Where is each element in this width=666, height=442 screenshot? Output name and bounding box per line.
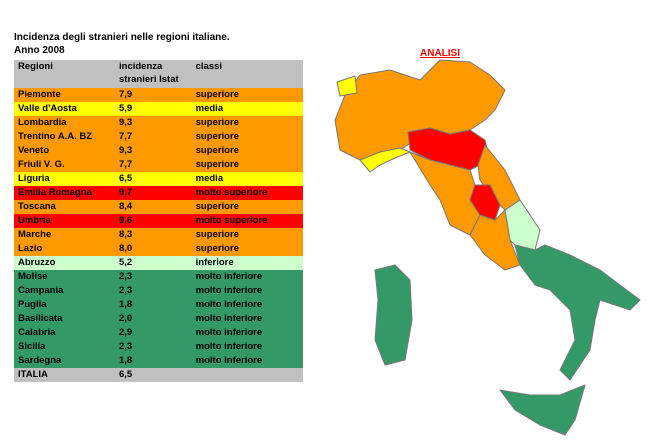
class-label: molto inferiore: [195, 341, 263, 352]
region-name: Basilicata: [18, 313, 63, 324]
table-row: Emilia Romagna 9,7 molto superiore: [14, 186, 303, 200]
incidence-value: 2,3: [119, 285, 133, 296]
incidence-value: 9,3: [119, 145, 133, 156]
table-row: Liguria 6,5 media: [14, 172, 303, 186]
region-name: Campania: [18, 285, 64, 296]
region-name: Liguria: [18, 173, 50, 184]
class-label: molto inferiore: [195, 327, 263, 338]
region-name: Valle d'Aosta: [18, 103, 77, 114]
table-row: Toscana 8,4 superiore: [14, 200, 303, 214]
class-label: inferiore: [195, 257, 234, 268]
table-row: Friuli V. G. 7,7 superiore: [14, 158, 303, 172]
incidence-value: 5,2: [119, 257, 133, 268]
class-label: molto inferiore: [195, 271, 263, 282]
table-row: Molise 2,3 molto inferiore: [14, 270, 303, 284]
class-label: superiore: [195, 145, 239, 156]
table-row: Calabria 2,9 molto inferiore: [14, 326, 303, 340]
incidence-value: 9,3: [119, 117, 133, 128]
region-name: Toscana: [18, 201, 56, 212]
table-row: Valle d'Aosta 5,9 media: [14, 102, 303, 116]
table-row: Lazio 8,0 superiore: [14, 242, 303, 256]
class-label: molto inferiore: [195, 355, 263, 366]
class-label: superiore: [195, 229, 239, 240]
incidence-value: 7,9: [119, 89, 133, 100]
class-label: media: [195, 173, 224, 184]
region-name: Emilia Romagna: [18, 187, 92, 198]
column-header: classi: [195, 61, 223, 72]
incidence-value: 2,9: [119, 327, 133, 338]
class-label: superiore: [195, 243, 239, 254]
region-valle-aosta: [336, 75, 358, 97]
incidence-value: 1,8: [119, 355, 133, 366]
table-row: Campania 2,3 molto inferiore: [14, 284, 303, 298]
table-row: Piemonte 7,9 superiore: [14, 88, 303, 102]
region-name: Calabria: [18, 327, 56, 338]
incidence-value: 7,7: [119, 159, 133, 170]
region-name: Trentino A.A. BZ: [18, 131, 93, 142]
table-row: Umbria 9,6 molto superiore: [14, 214, 303, 228]
incidence-value: 8,0: [119, 243, 133, 254]
column-header: Regioni: [18, 61, 53, 72]
region-name: Molise: [18, 271, 48, 282]
class-label: molto inferiore: [195, 313, 263, 324]
italy-map: ANALISI: [334, 48, 641, 436]
column-header: incidenza stranieri Istat: [119, 61, 179, 85]
region-name: Veneto: [18, 145, 50, 156]
incidence-value: 6,5: [119, 173, 133, 184]
region-name: Lazio: [18, 243, 43, 254]
class-label: media: [195, 103, 224, 114]
header-row: Regioni incidenza stranieri Istat classi: [14, 60, 303, 88]
data-table: Regioni incidenza stranieri Istat classi Pi…: [14, 60, 303, 382]
region-liguria: [359, 147, 411, 173]
table-row: Puglia 1,8 molto inferiore: [14, 298, 303, 312]
class-label: molto superiore: [195, 215, 268, 226]
region-name: Sicilia: [18, 341, 46, 352]
table-row: Abruzzo 5,2 inferiore: [14, 256, 303, 270]
class-label: molto inferiore: [195, 285, 263, 296]
class-label: superiore: [195, 117, 239, 128]
title: Incidenza degli stranieri nelle regioni …: [14, 32, 230, 43]
table-row: Basilicata 2,0 molto inferiore: [14, 312, 303, 326]
class-label: molto inferiore: [195, 299, 263, 310]
region-name: Lombardia: [18, 117, 67, 128]
table-row: Sicilia 2,3 molto inferiore: [14, 340, 303, 354]
region-south: [514, 244, 641, 381]
total-label: ITALIA: [18, 369, 48, 380]
total-value: 6,5: [119, 369, 133, 380]
class-label: superiore: [195, 131, 239, 142]
region-sicilia: [499, 384, 586, 436]
region-name: Marche: [18, 229, 52, 240]
table-row: Lombardia 9,3 superiore: [14, 116, 303, 130]
region-name: Puglia: [18, 299, 47, 310]
incidence-value: 9,6: [119, 215, 133, 226]
incidence-value: 2,3: [119, 271, 133, 282]
class-label: superiore: [195, 89, 239, 100]
incidence-value: 1,8: [119, 299, 133, 310]
incidence-value: 5,9: [119, 103, 133, 114]
region-name: Abruzzo: [18, 257, 56, 268]
incidence-value: 2,3: [119, 341, 133, 352]
region-name: Umbria: [18, 215, 51, 226]
region-name: Sardegna: [18, 355, 62, 366]
table-row: Sardegna 1,8 molto inferiore: [14, 354, 303, 368]
incidence-value: 7,7: [119, 131, 133, 142]
total-empty: [192, 368, 303, 382]
total-row: ITALIA 6,5: [14, 368, 303, 382]
class-label: superiore: [195, 201, 239, 212]
incidence-value: 2,0: [119, 313, 133, 324]
incidence-value: 8,3: [119, 229, 133, 240]
region-sardegna: [374, 264, 413, 366]
incidence-value: 8,4: [119, 201, 133, 212]
table-row: Marche 8,3 superiore: [14, 228, 303, 242]
region-name: Friuli V. G.: [18, 159, 65, 170]
table-row: Veneto 9,3 superiore: [14, 144, 303, 158]
map-label: ANALISI: [420, 48, 460, 59]
class-label: molto superiore: [195, 187, 268, 198]
incidence-value: 9,7: [119, 187, 133, 198]
table-row: Trentino A.A. BZ 7,7 superiore: [14, 130, 303, 144]
subtitle: Anno 2008: [14, 45, 65, 56]
class-label: superiore: [195, 159, 239, 170]
region-name: Piemonte: [18, 89, 61, 100]
